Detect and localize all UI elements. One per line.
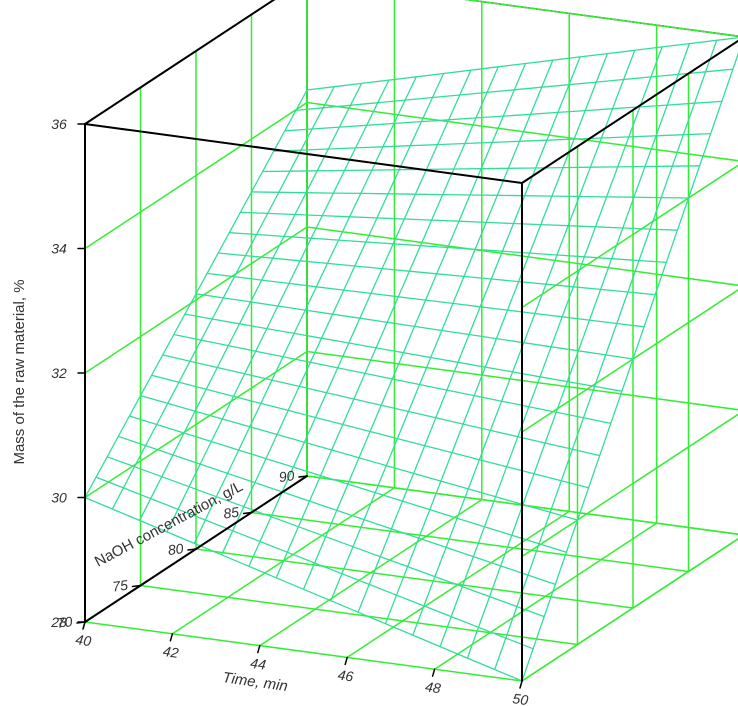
floor-grid-line (195, 548, 634, 609)
x-tick-mark (344, 656, 348, 666)
y-tick-label: 80 (167, 540, 185, 558)
surface-line-naoh (162, 354, 600, 457)
x-tick-label: 40 (75, 631, 93, 649)
surface-line-naoh (173, 333, 611, 425)
left-wall-grid-line (84, 226, 308, 374)
z-axis-title: Mass of the raw material, % (11, 279, 28, 464)
right-wall-grid-line (521, 538, 738, 682)
y-tick-mark (298, 475, 308, 478)
z-tick-label: 34 (51, 241, 67, 257)
surface-line-naoh (306, 37, 738, 91)
z-tick-label: 28 (50, 614, 67, 630)
tick-layer: 28 30 32 34 36 40 42 44 46 48 50 70 75 80 85 90 (50, 116, 529, 706)
y-tick-mark (76, 621, 86, 624)
floor-grid-line (84, 621, 523, 682)
surface-line-naoh (118, 435, 556, 586)
box-edge-top-right (521, 39, 738, 184)
y-tick-label: 70 (56, 613, 74, 631)
surface-line-naoh (106, 456, 545, 618)
box-edge-front-top (84, 123, 523, 184)
surface-line-naoh (195, 293, 634, 360)
floor-grid-line (139, 584, 579, 646)
back-wall-grid-line (306, 350, 738, 411)
back-wall-grid-line (306, 101, 738, 162)
surface-line-naoh (273, 132, 711, 152)
y-tick-mark (131, 584, 142, 588)
x-tick-label: 42 (162, 643, 180, 661)
x-tick-mark (257, 644, 261, 654)
surface-line-naoh (184, 313, 623, 392)
y-tick-label: 75 (111, 577, 129, 595)
y-tick-mark (242, 511, 253, 515)
floor-grid-line (250, 511, 690, 573)
surface-line-naoh (129, 415, 567, 553)
surface-line-naoh (84, 496, 523, 682)
x-tick-label: 46 (337, 667, 355, 685)
surface-line-naoh (295, 68, 733, 112)
surface-line-naoh (140, 394, 578, 521)
y-tick-label: 90 (278, 467, 296, 485)
z-tick-label: 32 (51, 365, 67, 381)
surface-line-naoh (251, 191, 689, 199)
x-tick-label: 48 (424, 678, 442, 696)
back-wall-grid-line (306, 226, 738, 286)
y-tick-mark (187, 548, 197, 551)
x-tick-mark (431, 668, 436, 677)
right-wall-grid-line (521, 164, 738, 309)
x-tick-mark (82, 621, 86, 630)
x-tick-label: 50 (512, 690, 530, 706)
z-tick-label: 36 (51, 116, 67, 132)
right-wall-grid-line (521, 413, 738, 558)
surface-line-naoh (229, 232, 667, 264)
x-tick-label: 44 (249, 655, 267, 673)
y-tick-label: 85 (222, 504, 240, 522)
back-wall-grid-line (464, 0, 738, 37)
surface-line-naoh (207, 272, 645, 328)
left-wall-grid-line (84, 101, 308, 250)
z-tick-label: 30 (51, 490, 67, 506)
wall-grid-layer (84, 0, 738, 682)
surface-line-naoh (218, 252, 656, 296)
surface-line-naoh (95, 476, 534, 650)
box-edge-back-top (464, 0, 738, 37)
x-axis-title: Time, min (221, 669, 288, 695)
box-edge-top-left (84, 0, 276, 125)
x-tick-mark (169, 633, 174, 642)
surface-line-naoh (262, 165, 700, 173)
surface-line-naoh (151, 374, 589, 489)
surface-line-naoh (284, 100, 722, 132)
surface-mesh (84, 37, 738, 682)
x-tick-mark (519, 680, 523, 689)
surface-line-naoh (240, 211, 678, 231)
left-wall-grid-line (84, 350, 308, 499)
